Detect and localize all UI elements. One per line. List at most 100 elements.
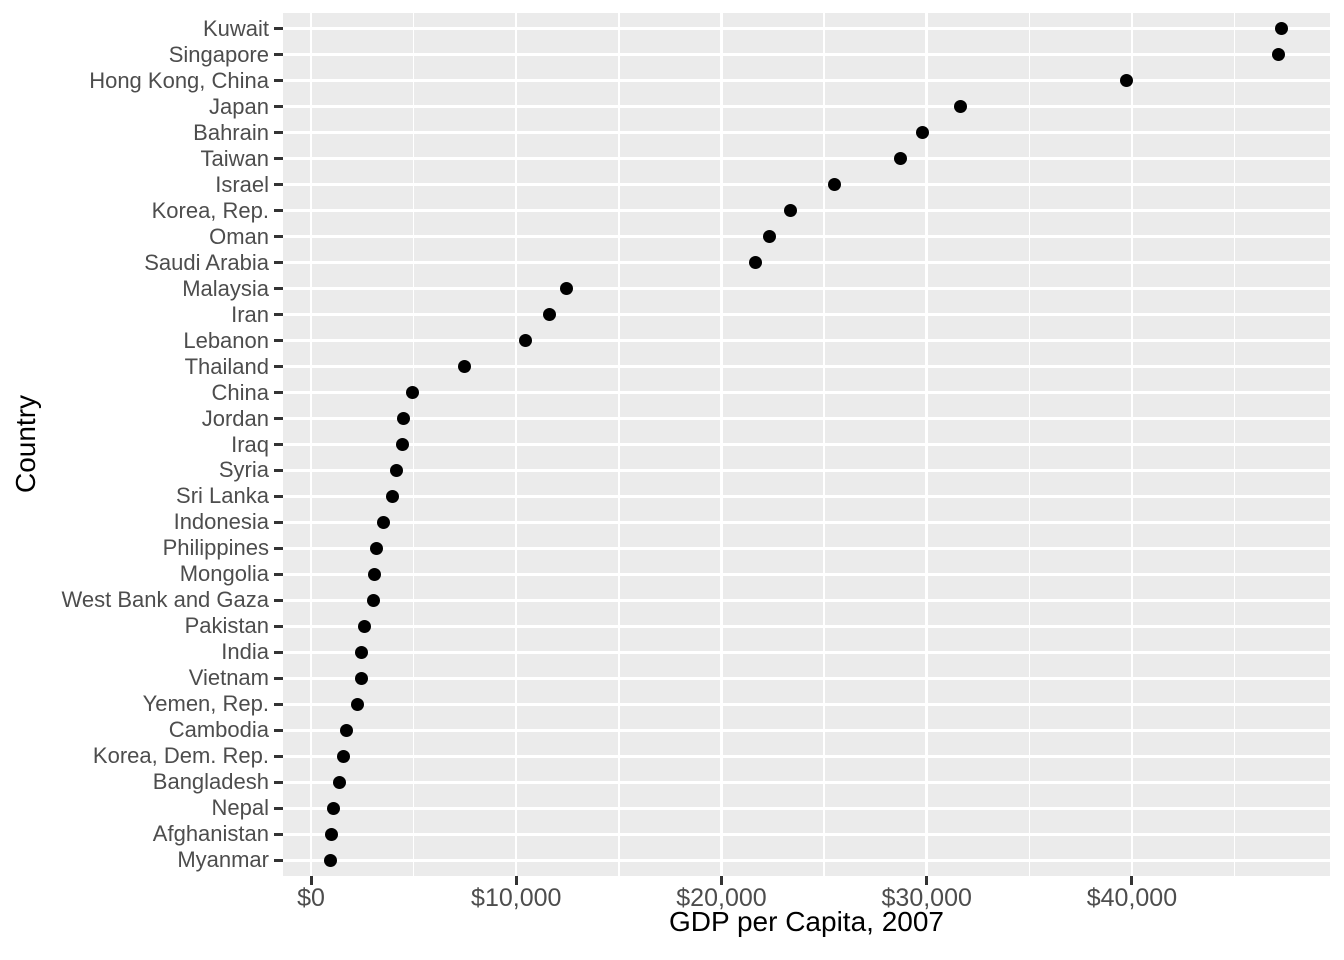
y-tick-mark (274, 468, 283, 472)
y-axis-label: China (211, 379, 269, 405)
y-axis-label: Iraq (231, 431, 269, 457)
gridline-major-horizontal (283, 599, 1330, 602)
y-tick-mark (274, 339, 283, 343)
y-axis-label: Korea, Rep. (151, 197, 269, 223)
y-axis-label: Sri Lanka (176, 483, 269, 509)
y-axis-label: Mongolia (179, 561, 269, 587)
gridline-major-horizontal (283, 547, 1330, 550)
data-point (366, 593, 380, 607)
x-tick-mark (925, 876, 929, 885)
y-axis-label: Korea, Dem. Rep. (92, 743, 269, 769)
data-point (560, 282, 574, 296)
data-point (762, 230, 776, 244)
y-tick-mark (274, 27, 283, 31)
y-axis-label: Jordan (201, 405, 269, 431)
y-axis-label: Iran (231, 301, 269, 327)
y-axis-label: Vietnam (188, 665, 269, 691)
x-tick-mark (309, 876, 313, 885)
y-tick-mark (274, 650, 283, 654)
data-point (457, 360, 471, 374)
y-axis-label: Singapore (168, 41, 269, 67)
data-point (783, 204, 797, 218)
y-axis-label: Saudi Arabia (144, 249, 269, 275)
data-point (337, 749, 351, 763)
y-axis-label: India (221, 639, 269, 665)
gridline-major-horizontal (283, 183, 1330, 186)
gridline-major-horizontal (283, 755, 1330, 758)
y-axis-label: Lebanon (183, 327, 269, 353)
x-axis-title: GDP per Capita, 2007 (669, 906, 944, 937)
data-point (354, 645, 368, 659)
data-point (1119, 74, 1133, 88)
gridline-major-horizontal (283, 339, 1330, 342)
y-tick-mark (274, 209, 283, 213)
y-axis-label: Pakistan (184, 613, 269, 639)
y-axis-label: Hong Kong, China (89, 67, 269, 93)
y-axis-label: Bahrain (193, 119, 269, 145)
y-tick-mark (274, 183, 283, 187)
data-point (369, 541, 383, 555)
x-axis-tick-label: $20,000 (676, 884, 767, 912)
y-tick-mark (274, 780, 283, 784)
y-axis-label: Oman (209, 223, 269, 249)
y-axis-label: Kuwait (202, 15, 269, 41)
y-tick-mark (274, 287, 283, 291)
y-axis-label: Bangladesh (152, 769, 269, 795)
y-tick-mark (274, 806, 283, 810)
x-axis-tick-label: $40,000 (1086, 884, 1178, 912)
gridline-major-horizontal (283, 651, 1330, 654)
data-point (324, 827, 338, 841)
data-point (406, 386, 420, 399)
y-tick-mark (274, 131, 283, 135)
data-point (397, 412, 411, 425)
gridline-major-horizontal (283, 209, 1330, 212)
gridline-major-horizontal (283, 131, 1330, 134)
y-axis-label: Nepal (211, 795, 269, 821)
data-point (390, 463, 404, 477)
plot-panel (283, 13, 1330, 876)
y-tick-mark (274, 443, 283, 446)
data-point (385, 489, 399, 503)
gridline-major-horizontal (283, 235, 1330, 238)
x-tick-mark (514, 876, 518, 885)
y-axis-label: Afghanistan (152, 821, 269, 847)
gridline-major-horizontal (283, 287, 1330, 290)
y-axis-label: Israel (215, 171, 269, 197)
y-tick-mark (274, 702, 283, 706)
data-point (519, 334, 533, 348)
gridline-major-horizontal (283, 105, 1330, 108)
gridline-major-horizontal (283, 417, 1330, 420)
gridline-major-horizontal (283, 391, 1330, 394)
x-axis-tick-label: $10,000 (471, 884, 562, 912)
y-axis-label: Syria (218, 457, 269, 483)
x-axis-tick-label: $30,000 (881, 884, 972, 912)
y-tick-mark (274, 598, 283, 602)
data-point (828, 178, 842, 192)
y-axis-label: Myanmar (177, 847, 269, 873)
x-tick-mark (1130, 876, 1134, 885)
data-point (748, 256, 762, 270)
y-axis-label: Taiwan (200, 145, 269, 171)
x-axis-tick-label: $0 (297, 884, 325, 912)
y-tick-mark (274, 417, 283, 420)
x-tick-mark (719, 876, 723, 885)
gridline-major-horizontal (283, 443, 1330, 446)
y-tick-mark (274, 520, 283, 524)
data-point (333, 775, 347, 789)
y-axis-label: Thailand (184, 353, 269, 379)
y-tick-mark (274, 235, 283, 239)
gridline-major-horizontal (283, 859, 1330, 862)
y-tick-mark (274, 728, 283, 732)
gridline-major-horizontal (283, 157, 1330, 160)
y-tick-mark (274, 572, 283, 576)
gridline-major-horizontal (283, 703, 1330, 706)
gridline-major-horizontal (283, 807, 1330, 810)
data-point (1272, 48, 1286, 62)
y-axis-label: Yemen, Rep. (142, 691, 269, 717)
data-point (326, 801, 340, 815)
data-point (351, 697, 365, 711)
y-tick-mark (274, 754, 283, 758)
y-tick-mark (274, 53, 283, 57)
data-point (354, 671, 368, 685)
